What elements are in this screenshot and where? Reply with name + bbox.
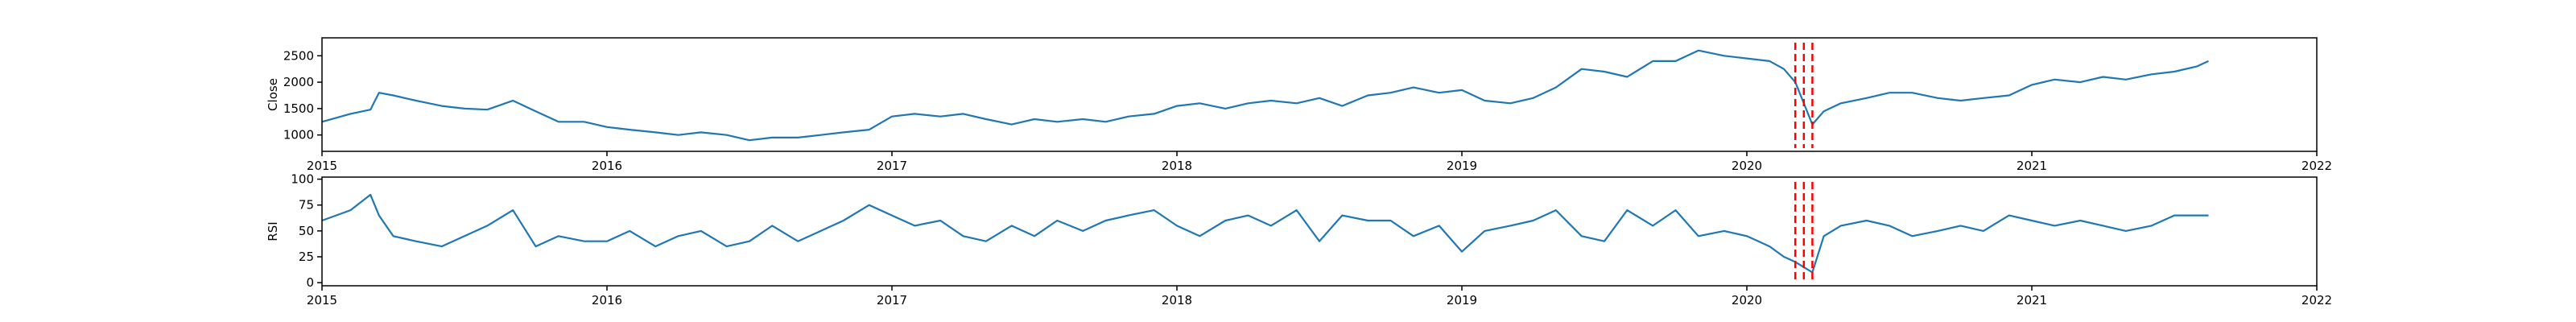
y-tick-label: 2500 bbox=[283, 48, 314, 63]
y-axis-label: RSI bbox=[266, 221, 280, 241]
y-tick-label: 0 bbox=[306, 275, 314, 290]
data-line bbox=[321, 49, 2209, 142]
x-tick-label: 2022 bbox=[2301, 159, 2332, 173]
x-tick-label: 2015 bbox=[307, 159, 337, 173]
x-tick-label: 2017 bbox=[877, 293, 907, 308]
x-tick-label: 2020 bbox=[1732, 159, 1762, 173]
x-tick-label: 2015 bbox=[307, 293, 337, 308]
x-tick-label: 2021 bbox=[2017, 293, 2047, 308]
y-axis-label: Close bbox=[266, 78, 280, 111]
x-tick-label: 2021 bbox=[2017, 159, 2047, 173]
y-tick-label: 75 bbox=[299, 198, 314, 213]
data-line bbox=[321, 193, 2209, 274]
y-tick-label: 100 bbox=[291, 172, 314, 187]
x-tick-label: 2018 bbox=[1162, 293, 1192, 308]
x-tick-label: 2016 bbox=[592, 159, 622, 173]
axes-frame bbox=[321, 37, 2318, 152]
x-tick-label: 2018 bbox=[1162, 159, 1192, 173]
y-tick-label: 25 bbox=[299, 250, 314, 264]
y-tick-label: 1500 bbox=[283, 101, 314, 116]
x-tick-label: 2022 bbox=[2301, 293, 2332, 308]
y-tick-label: 1000 bbox=[283, 128, 314, 142]
y-tick-label: 2000 bbox=[283, 75, 314, 89]
x-tick-label: 2017 bbox=[877, 159, 907, 173]
x-tick-label: 2019 bbox=[1447, 293, 1477, 308]
x-tick-label: 2019 bbox=[1447, 159, 1477, 173]
axes-frame bbox=[321, 176, 2318, 287]
x-tick-label: 2020 bbox=[1732, 293, 1762, 308]
y-tick-label: 50 bbox=[299, 224, 314, 238]
x-tick-label: 2016 bbox=[592, 293, 622, 308]
